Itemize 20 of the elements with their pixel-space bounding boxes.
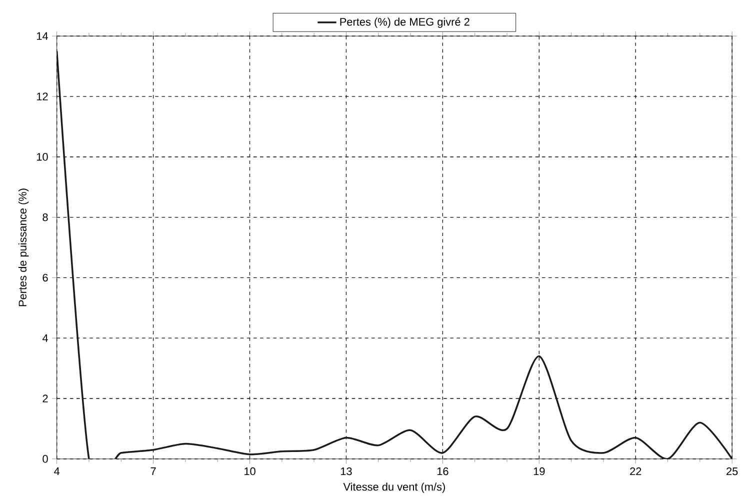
y-tick-label: 12 <box>36 92 48 100</box>
x-tick-label: 7 <box>150 467 156 475</box>
y-tick-label: 4 <box>42 334 48 342</box>
x-tick-label: 10 <box>244 467 256 476</box>
x-tick-label: 19 <box>534 467 545 476</box>
y-tick-label: 6 <box>42 274 48 282</box>
y-tick-label: 14 <box>36 32 48 40</box>
x-tick-label: 16 <box>437 467 448 476</box>
x-tick-label: 22 <box>630 467 642 475</box>
x-tick-label: 25 <box>726 467 738 476</box>
y-axis-title: Pertes de puissance (%) <box>18 188 29 306</box>
x-axis-title: Vitesse du vent (m/s) <box>343 482 445 493</box>
x-tick-label: 13 <box>340 467 352 476</box>
x-tick-label: 4 <box>54 467 60 475</box>
y-tick-label: 2 <box>42 394 48 402</box>
y-tick-label: 0 <box>42 454 48 463</box>
y-tick-label: 10 <box>36 152 48 161</box>
line-series <box>56 50 732 459</box>
legend-label: Pertes (%) de MEG givré 2 <box>340 17 470 28</box>
y-tick-label: 8 <box>42 213 48 222</box>
